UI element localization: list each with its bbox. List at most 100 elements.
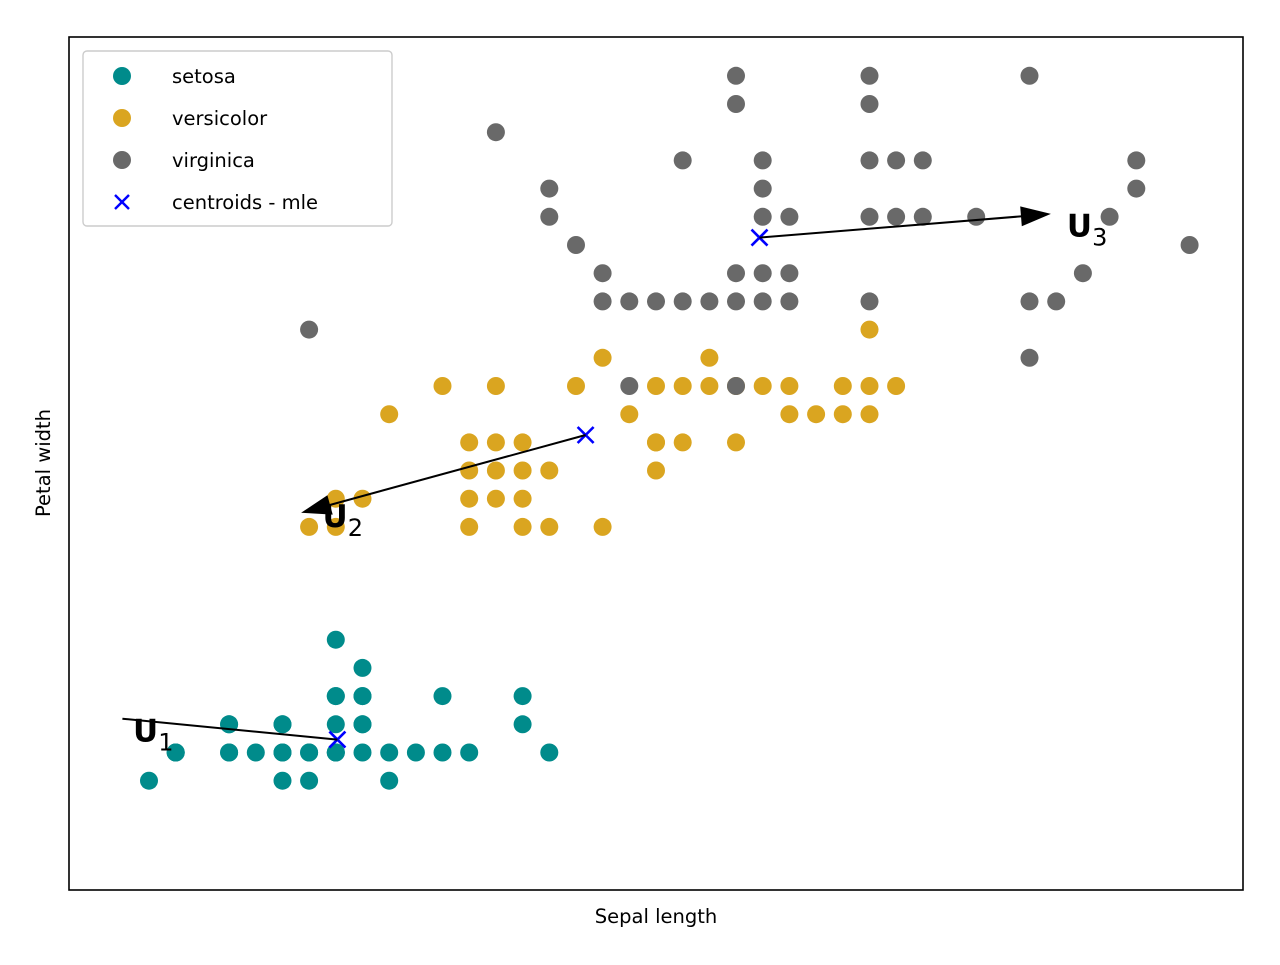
point-versicolor-27 bbox=[647, 461, 665, 480]
point-versicolor-4 bbox=[380, 405, 399, 424]
point-virginica-3 bbox=[540, 207, 559, 226]
legend: setosa versicolor virginica centroids - … bbox=[82, 50, 393, 227]
point-versicolor-9 bbox=[460, 489, 479, 508]
point-virginica-6 bbox=[593, 292, 612, 311]
point-setosa-1 bbox=[140, 771, 158, 790]
vector-line-1 bbox=[122, 717, 338, 741]
point-virginica-29 bbox=[860, 207, 879, 226]
vector-line-3 bbox=[759, 215, 1026, 239]
point-setosa-28 bbox=[353, 715, 372, 734]
point-virginica-16 bbox=[727, 292, 745, 311]
point-virginica-24 bbox=[780, 264, 799, 283]
point-virginica-36 bbox=[1020, 66, 1039, 85]
x-axis-label: Sepal length bbox=[595, 905, 717, 928]
vector-label-subscript-1: 1 bbox=[158, 728, 173, 756]
vector-line-2 bbox=[325, 434, 586, 508]
point-versicolor-34 bbox=[753, 377, 772, 395]
point-virginica-9 bbox=[647, 292, 665, 311]
point-versicolor-2 bbox=[326, 489, 345, 508]
point-setosa-12 bbox=[273, 771, 292, 790]
point-virginica-21 bbox=[753, 264, 772, 283]
point-setosa-27 bbox=[353, 687, 372, 706]
point-setosa-32 bbox=[406, 743, 425, 762]
point-setosa-25 bbox=[353, 658, 372, 677]
point-versicolor-20 bbox=[567, 377, 585, 395]
point-virginica-41 bbox=[1100, 207, 1119, 226]
point-versicolor-15 bbox=[513, 461, 532, 480]
point-virginica-43 bbox=[1127, 179, 1146, 198]
vector-label-subscript-2: 2 bbox=[348, 514, 363, 542]
point-setosa-22 bbox=[326, 687, 345, 706]
point-setosa-17 bbox=[326, 715, 345, 734]
point-versicolor-39 bbox=[833, 377, 852, 395]
point-versicolor-7 bbox=[460, 433, 479, 452]
point-setosa-20 bbox=[326, 630, 345, 649]
legend-label-virginica: virginica bbox=[172, 149, 255, 172]
point-setosa-23 bbox=[326, 743, 345, 762]
legend-label-centroids: centroids - mle bbox=[172, 191, 318, 214]
point-virginica-25 bbox=[780, 292, 799, 311]
point-setosa-13 bbox=[273, 715, 292, 734]
point-versicolor-28 bbox=[673, 433, 692, 452]
legend-marker-setosa bbox=[113, 67, 131, 85]
point-setosa-33 bbox=[433, 743, 452, 762]
point-versicolor-21 bbox=[593, 348, 612, 367]
point-virginica-32 bbox=[887, 207, 906, 226]
point-setosa-38 bbox=[540, 743, 559, 762]
point-versicolor-18 bbox=[540, 517, 559, 536]
point-virginica-13 bbox=[727, 66, 745, 85]
legend-marker-centroids bbox=[114, 194, 130, 210]
point-virginica-44 bbox=[1180, 236, 1199, 254]
point-setosa-30 bbox=[380, 743, 399, 762]
point-versicolor-29 bbox=[673, 377, 692, 395]
point-virginica-5 bbox=[593, 264, 612, 283]
point-virginica-22 bbox=[753, 292, 772, 311]
point-virginica-28 bbox=[860, 151, 879, 170]
point-setosa-29 bbox=[353, 743, 372, 762]
point-versicolor-37 bbox=[807, 405, 826, 424]
point-setosa-36 bbox=[513, 687, 532, 706]
point-versicolor-30 bbox=[700, 348, 719, 367]
point-virginica-2 bbox=[540, 179, 559, 198]
vector-label-subscript-3: 3 bbox=[1092, 224, 1107, 252]
point-setosa-34 bbox=[433, 687, 452, 706]
point-versicolor-10 bbox=[486, 433, 505, 452]
point-versicolor-6 bbox=[460, 517, 479, 536]
point-virginica-37 bbox=[1020, 292, 1039, 311]
point-virginica-10 bbox=[673, 292, 692, 311]
point-versicolor-26 bbox=[647, 433, 665, 452]
point-setosa-15 bbox=[300, 771, 319, 790]
point-virginica-31 bbox=[887, 151, 906, 170]
point-virginica-23 bbox=[780, 207, 799, 226]
point-versicolor-38 bbox=[833, 405, 852, 424]
point-versicolor-43 bbox=[887, 377, 906, 395]
legend-marker-versicolor bbox=[113, 109, 131, 127]
point-setosa-35 bbox=[460, 743, 479, 762]
point-versicolor-42 bbox=[860, 320, 879, 339]
point-virginica-1 bbox=[486, 123, 505, 142]
point-virginica-8 bbox=[620, 377, 639, 395]
legend-box bbox=[82, 50, 393, 227]
point-versicolor-14 bbox=[513, 433, 532, 452]
point-versicolor-41 bbox=[860, 405, 879, 424]
point-setosa-7 bbox=[220, 743, 239, 762]
point-virginica-20 bbox=[753, 207, 772, 226]
point-versicolor-33 bbox=[727, 433, 745, 452]
vector-u1: U1 bbox=[122, 713, 338, 756]
point-virginica-27 bbox=[860, 95, 879, 113]
point-setosa-11 bbox=[273, 743, 292, 762]
point-virginica-39 bbox=[1047, 292, 1066, 311]
point-virginica-0 bbox=[300, 320, 319, 339]
point-setosa-37 bbox=[513, 715, 532, 734]
point-virginica-11 bbox=[673, 151, 692, 170]
point-setosa-8 bbox=[246, 743, 265, 762]
legend-marker-virginica bbox=[113, 151, 131, 169]
point-versicolor-5 bbox=[433, 377, 452, 395]
vector-u2: U2 bbox=[301, 434, 586, 542]
point-versicolor-16 bbox=[513, 517, 532, 536]
point-virginica-18 bbox=[753, 151, 772, 170]
point-setosa-16 bbox=[300, 743, 319, 762]
point-versicolor-25 bbox=[647, 377, 665, 395]
legend-label-versicolor: versicolor bbox=[172, 107, 268, 130]
